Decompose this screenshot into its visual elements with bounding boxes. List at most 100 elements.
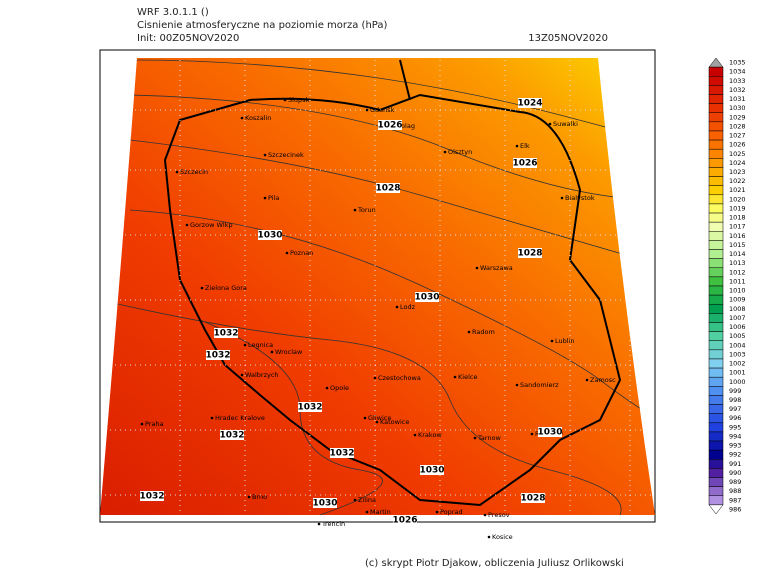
city-dot (247, 495, 251, 499)
city-label: Szczecinek (268, 151, 304, 159)
city-label: Slupsk (288, 96, 310, 104)
contour-label-box (415, 292, 439, 302)
colorbar-cell (708, 468, 724, 478)
contour-label: 1026 (377, 121, 402, 131)
city-label: Walbrzych (245, 371, 279, 379)
colorbar-cell (708, 112, 724, 123)
city-label: Gorzow Wlkp (190, 221, 233, 229)
city-dot (363, 416, 367, 420)
colorbar-cell (708, 313, 724, 323)
colorbar-label: 990 (729, 469, 741, 477)
colorbar-cell (708, 459, 724, 469)
city-dot (353, 498, 357, 502)
contour-label: 1032 (213, 329, 238, 339)
city-dot (473, 436, 477, 440)
colorbar-label: 1017 (729, 223, 746, 231)
colorbar-label: 1015 (729, 241, 746, 249)
city-dot (453, 375, 457, 379)
colorbar-cell (708, 367, 724, 378)
contour-label-box (376, 183, 400, 193)
city-label: Praha (145, 420, 164, 428)
city-label: Gliwice (368, 414, 391, 422)
city-dot (550, 339, 554, 343)
city-dot (443, 150, 447, 154)
colorbar-cell (708, 139, 724, 150)
contour-label: 1030 (419, 466, 444, 476)
contour-label: 1032 (329, 449, 354, 459)
city-label: Lublin (555, 337, 574, 345)
colorbar-label: 1012 (729, 268, 746, 276)
colorbar-cell (708, 477, 724, 487)
colorbar-cell (708, 495, 724, 506)
colorbar-cell (708, 358, 724, 369)
contour-label-box (538, 427, 562, 437)
city-dot (515, 383, 519, 387)
colorbar-cell (708, 386, 724, 396)
city-label: Warszawa (480, 264, 513, 272)
colorbar-label: 999 (729, 387, 741, 395)
contour-label: 1030 (312, 499, 337, 509)
colorbar-label: 1000 (729, 378, 746, 386)
field (100, 58, 655, 515)
city-dot (467, 330, 471, 334)
city-label: Legnica (248, 341, 273, 349)
colorbar-label: 993 (729, 442, 741, 450)
colorbar-label: 1002 (729, 360, 746, 368)
colorbar-label: 1032 (729, 86, 746, 94)
city-dot (263, 153, 267, 157)
city-dot (365, 510, 369, 514)
graticule (100, 58, 655, 515)
contour-label-box (298, 402, 322, 412)
city-label: Kielce (458, 373, 477, 381)
city-label: Czestochowa (378, 374, 421, 382)
contour-label-box (393, 515, 417, 525)
contour-label-box (206, 350, 230, 360)
contour-label: 1032 (139, 492, 164, 502)
colorbar-label: 1009 (729, 296, 746, 304)
colorbar-label: 1027 (729, 132, 746, 140)
colorbar-label: 1019 (729, 204, 746, 212)
valid-time: 13Z05NOV2020 (528, 33, 608, 44)
city-label: Zielona Gora (205, 284, 247, 292)
colorbar-cap (708, 504, 724, 515)
colorbar-label: 994 (729, 432, 741, 440)
city-label: Krakow (418, 431, 442, 439)
colorbar-cell (708, 194, 724, 205)
colorbar-label: 1016 (729, 232, 746, 240)
contour-label: 1028 (520, 494, 545, 504)
colorbar-label: 1033 (729, 77, 746, 85)
city-dot (375, 420, 379, 424)
colorbar-label: 988 (729, 487, 741, 495)
city-label: Trencin (321, 520, 345, 528)
colorbar-cell (708, 276, 724, 287)
city-label: Torun (357, 206, 376, 214)
contour-label: 1032 (205, 351, 230, 361)
model-label: WRF 3.0.1.1 () (137, 7, 209, 18)
colorbar-cell (708, 331, 724, 341)
city-dot (317, 522, 321, 526)
city-label: Bialystok (565, 194, 595, 202)
city-label: Pila (268, 194, 279, 202)
city-dot (560, 196, 564, 200)
colorbar-cell (708, 167, 724, 177)
colorbar-label: 1025 (729, 150, 746, 158)
city-label: Presov (488, 511, 510, 519)
colorbar-cell (708, 285, 724, 296)
city-dot (487, 535, 491, 539)
city-label: Zamosc (590, 376, 616, 384)
colorbar-label: 1014 (729, 250, 746, 258)
colorbar-label: 1023 (729, 168, 746, 176)
colorbar-cell (708, 376, 724, 387)
colorbar-label: 997 (729, 405, 741, 413)
colorbar-cell (708, 231, 724, 241)
city-label: Poprad (440, 508, 463, 516)
colorbar-label: 1011 (729, 277, 746, 285)
colorbar-cell (708, 66, 724, 77)
colorbar-cell (708, 158, 724, 168)
city-label: Tarnow (477, 434, 502, 442)
city-dot (200, 286, 204, 290)
frame (99, 49, 656, 523)
contour-label: 1026 (512, 159, 537, 169)
